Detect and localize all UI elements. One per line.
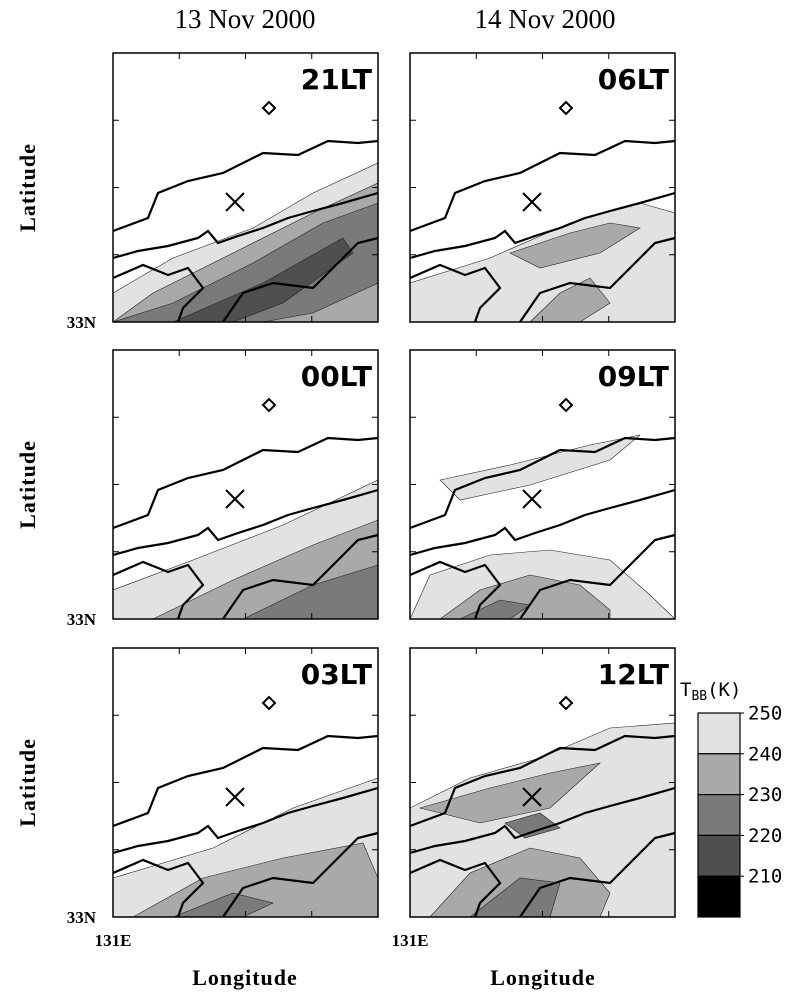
- coastline: [112, 139, 379, 233]
- island: [558, 100, 574, 116]
- island: [261, 100, 277, 116]
- x-tick-label: 131E: [392, 931, 429, 950]
- tbb-shading: [509, 222, 641, 269]
- colorbar-box: [697, 712, 741, 755]
- colorbar-title: TBB(K): [680, 679, 741, 704]
- y-tick-label: 33N: [67, 908, 97, 927]
- panel-label: 03LT: [301, 658, 372, 691]
- colorbar-tick-label: 220: [748, 825, 782, 847]
- panel-label: 09LT: [598, 360, 669, 393]
- colorbar: TBB(K) 250 240 230 220 210: [680, 679, 782, 918]
- coastline: [409, 858, 502, 918]
- coastline: [409, 139, 676, 233]
- coastline: [112, 734, 379, 828]
- coastline: [222, 533, 379, 620]
- colorbar-tick-label: 230: [748, 784, 782, 806]
- site-marker: [225, 192, 245, 212]
- colorbar-tick-label: 250: [748, 703, 782, 725]
- coastline: [519, 831, 676, 918]
- map-panel: 00LT Latitude 33N: [15, 349, 379, 629]
- island: [261, 695, 277, 711]
- colorbar-tick-label: 240: [748, 743, 782, 765]
- coastline: [409, 786, 676, 855]
- coastline: [409, 734, 676, 828]
- colorbar-title-main: T: [680, 679, 691, 701]
- y-tick-label: 33N: [67, 313, 97, 332]
- panel-label: 12LT: [598, 658, 669, 691]
- island: [558, 695, 574, 711]
- site-marker: [522, 787, 542, 807]
- tbb-shading: [504, 812, 561, 839]
- colorbar-box: [697, 834, 741, 877]
- coastline: [409, 436, 676, 530]
- site-marker: [522, 489, 542, 509]
- panel-label: 21LT: [301, 63, 372, 96]
- coastline: [519, 236, 676, 323]
- site-marker: [522, 192, 542, 212]
- island: [558, 397, 574, 413]
- coastline: [112, 560, 205, 620]
- map-panel: 21LT Latitude 33N: [15, 52, 379, 332]
- coastline: [112, 263, 205, 323]
- coastline: [409, 191, 676, 260]
- coastline: [519, 533, 676, 620]
- coastline: [222, 831, 379, 918]
- column-title: 13 Nov 2000: [175, 4, 316, 34]
- colorbar-box: [697, 753, 741, 796]
- y-axis-label: Latitude: [15, 440, 40, 529]
- y-axis-label: Latitude: [15, 143, 40, 232]
- coastline: [112, 858, 205, 918]
- map-panel: 12LT: [409, 647, 676, 918]
- colorbar-tick-label: 210: [748, 866, 782, 888]
- x-axis-label: Longitude: [192, 965, 298, 990]
- panels: 21LT Latitude 33N 06LT 00LT Latitude 33N 09LT 03…: [15, 52, 676, 927]
- map-panel: 09LT: [409, 349, 676, 620]
- colorbar-box: [697, 793, 741, 836]
- coastline: [112, 436, 379, 530]
- island: [261, 397, 277, 413]
- x-tick-label: 131E: [95, 931, 132, 950]
- coastline: [222, 236, 379, 323]
- x-axis-label: Longitude: [490, 965, 596, 990]
- colorbar-box: [697, 875, 741, 918]
- colorbar-title-unit: (K): [707, 679, 741, 701]
- site-marker: [225, 787, 245, 807]
- site-marker: [225, 489, 245, 509]
- map-panel: 06LT: [409, 52, 676, 323]
- map-panel: 03LT Latitude 33N: [15, 647, 379, 927]
- coastline: [409, 488, 676, 557]
- colorbar-title-sub: BB: [691, 689, 707, 704]
- coastline: [112, 488, 379, 557]
- coastline: [409, 263, 502, 323]
- y-axis-label: Latitude: [15, 738, 40, 827]
- y-tick-label: 33N: [67, 610, 97, 629]
- coastline: [112, 786, 379, 855]
- panel-label: 00LT: [301, 360, 372, 393]
- tbb-shading: [418, 762, 602, 824]
- coastline: [112, 191, 379, 260]
- coastline: [409, 560, 502, 620]
- panel-label: 06LT: [598, 63, 669, 96]
- column-title: 14 Nov 2000: [475, 4, 616, 34]
